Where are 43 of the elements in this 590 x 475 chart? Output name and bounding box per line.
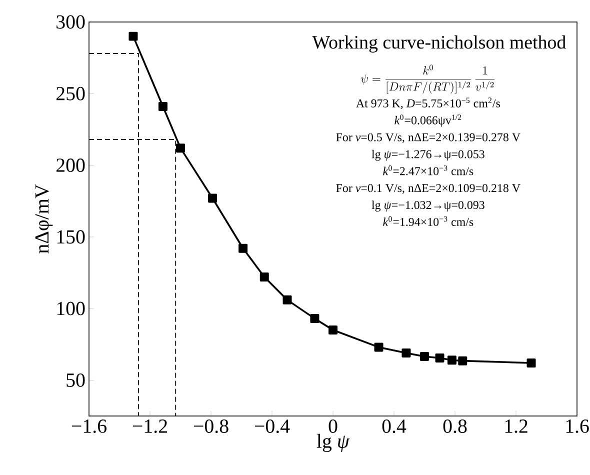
x-tick-label: 1.6 bbox=[566, 420, 589, 433]
point bbox=[282, 295, 292, 304]
point bbox=[402, 348, 411, 358]
point bbox=[310, 314, 320, 324]
x-axis-title: lg ψ bbox=[316, 434, 350, 452]
point bbox=[176, 144, 186, 153]
annotation: k$^{0}$=0.066ψv$^{1/2}$ bbox=[394, 114, 462, 127]
x-tick-label: −1.6 bbox=[72, 420, 106, 433]
point bbox=[238, 244, 248, 253]
y-tick-label: 50 bbox=[66, 373, 85, 387]
point bbox=[420, 352, 430, 362]
annotation: $\psi=\frac{k^{0}}{[Dn\pi F/(RT)]^{1/2}}\,\frac{1}{v^{1/2}}$ bbox=[360, 64, 495, 94]
point bbox=[526, 358, 536, 368]
point bbox=[208, 194, 218, 203]
annotation: k$^{0}$=1.94×10$^{−3}$ cm/s bbox=[383, 216, 474, 226]
point bbox=[260, 272, 269, 282]
x-tick-label: −0.4 bbox=[254, 420, 290, 434]
annotation: For v=0.5 V/s, nΔE=2×0.139=0.278 V bbox=[336, 133, 520, 144]
point bbox=[158, 102, 168, 112]
y-tick-label: 150 bbox=[57, 230, 85, 244]
x-tick-label: 0.8 bbox=[443, 420, 467, 434]
annotation: lg ψ=−1.032→ψ=0.093 bbox=[372, 200, 484, 212]
x-tick-label: 0 bbox=[328, 420, 338, 433]
annotation: At 973 K, D=5.75×10$^{−5}$ cm$^{2}$/s bbox=[356, 98, 500, 110]
point bbox=[128, 32, 138, 41]
point bbox=[458, 356, 468, 366]
text: Working curve-nicholson method bbox=[312, 35, 566, 53]
annotation: lg ψ=−1.276→ψ=0.053 bbox=[372, 150, 484, 161]
y-tick-label: 100 bbox=[57, 302, 85, 316]
y-tick-label: 200 bbox=[56, 158, 85, 172]
y-axis-title: nΔφ/mV bbox=[35, 184, 53, 254]
point bbox=[447, 356, 456, 365]
point bbox=[374, 342, 384, 352]
x-tick-label: −0.8 bbox=[194, 420, 228, 434]
point bbox=[435, 353, 444, 362]
y-tick-label: 300 bbox=[56, 15, 85, 29]
annotation: k$^{0}$=2.47×10$^{−3}$ cm/s bbox=[383, 165, 474, 176]
y-tick-label: 250 bbox=[56, 86, 85, 100]
point bbox=[328, 326, 338, 335]
x-tick-label: 1.2 bbox=[505, 420, 528, 433]
annotation: For v=0.1 V/s, nΔE=2×0.109=0.218 V bbox=[336, 184, 520, 194]
x-tick-label: 0.4 bbox=[382, 420, 406, 434]
x-tick-label: −1.2 bbox=[132, 420, 167, 433]
